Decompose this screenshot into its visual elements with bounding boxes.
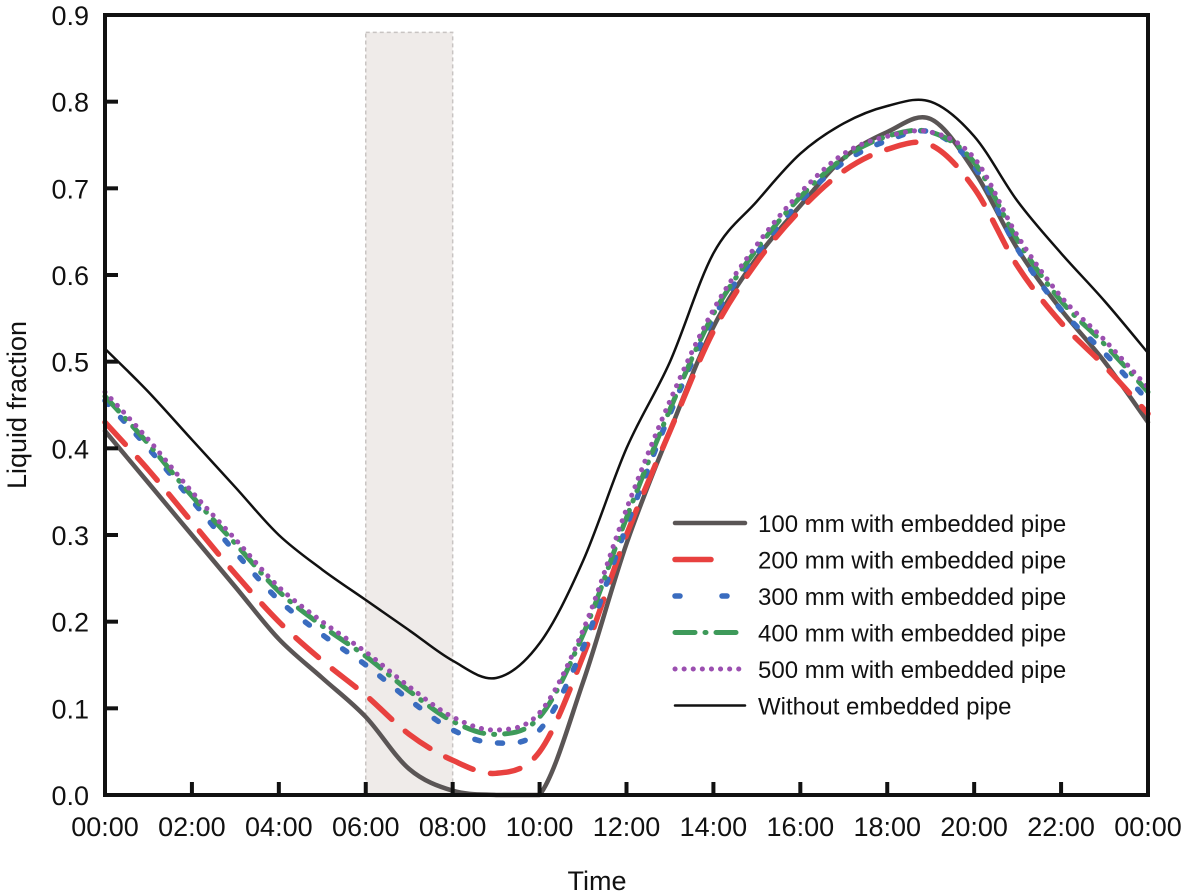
shaded-time-window bbox=[365, 31, 454, 796]
legend-label: 100 mm with embedded pipe bbox=[758, 511, 1066, 538]
y-tick-label: 0.9 bbox=[51, 1, 89, 31]
x-tick-label: 16:00 bbox=[767, 812, 835, 842]
y-tick-label: 0.6 bbox=[51, 261, 89, 291]
x-tick-label: 18:00 bbox=[853, 812, 921, 842]
series-line-4 bbox=[102, 127, 1151, 737]
series-line-2 bbox=[102, 139, 1151, 777]
x-tick-label: 06:00 bbox=[332, 812, 400, 842]
legend-label: Without embedded pipe bbox=[758, 694, 1012, 721]
x-tick-label: 04:00 bbox=[245, 812, 313, 842]
x-tick-label: 22:00 bbox=[1027, 812, 1095, 842]
y-tick-label: 0.5 bbox=[51, 348, 89, 378]
x-tick-label: 20:00 bbox=[940, 812, 1008, 842]
y-tick-label: 0.2 bbox=[51, 608, 89, 638]
legend-item: 300 mm with embedded pipe bbox=[672, 584, 1066, 611]
series-line-6 bbox=[103, 98, 1150, 680]
x-tick-label: 08:00 bbox=[419, 812, 487, 842]
legend-label: 500 mm with embedded pipe bbox=[758, 657, 1066, 684]
y-tick-label: 0.7 bbox=[51, 174, 89, 204]
y-tick-label: 0.1 bbox=[51, 694, 89, 724]
x-tick-label: 12:00 bbox=[593, 812, 661, 842]
legend: 100 mm with embedded pipe 200 mm with emb… bbox=[672, 511, 1066, 721]
y-tick-label: 0.0 bbox=[51, 781, 89, 811]
x-tick-label: 02:00 bbox=[158, 812, 226, 842]
legend-item: 500 mm with embedded pipe bbox=[672, 657, 1066, 684]
legend-item: 400 mm with embedded pipe bbox=[672, 621, 1066, 648]
x-tick-label: 10:00 bbox=[506, 812, 574, 842]
x-tick-label: 14:00 bbox=[680, 812, 748, 842]
legend-item: 200 mm with embedded pipe bbox=[672, 548, 1066, 575]
y-tick-label: 0.8 bbox=[51, 88, 89, 118]
y-tick-label: 0.4 bbox=[51, 434, 89, 464]
legend-item: Without embedded pipe bbox=[673, 694, 1012, 721]
y-tick-label: 0.3 bbox=[51, 521, 89, 551]
legend-label: 200 mm with embedded pipe bbox=[758, 548, 1066, 575]
legend-item: 100 mm with embedded pipe bbox=[672, 511, 1066, 538]
y-axis-title: Liquid fraction bbox=[2, 321, 32, 489]
x-tick-label: 00:00 bbox=[1114, 812, 1182, 842]
series-line-3 bbox=[102, 128, 1151, 746]
x-tick-label: 00:00 bbox=[71, 812, 139, 842]
legend-label: 400 mm with embedded pipe bbox=[758, 621, 1066, 648]
x-axis-title: Time bbox=[568, 866, 627, 893]
legend-label: 300 mm with embedded pipe bbox=[758, 584, 1066, 611]
